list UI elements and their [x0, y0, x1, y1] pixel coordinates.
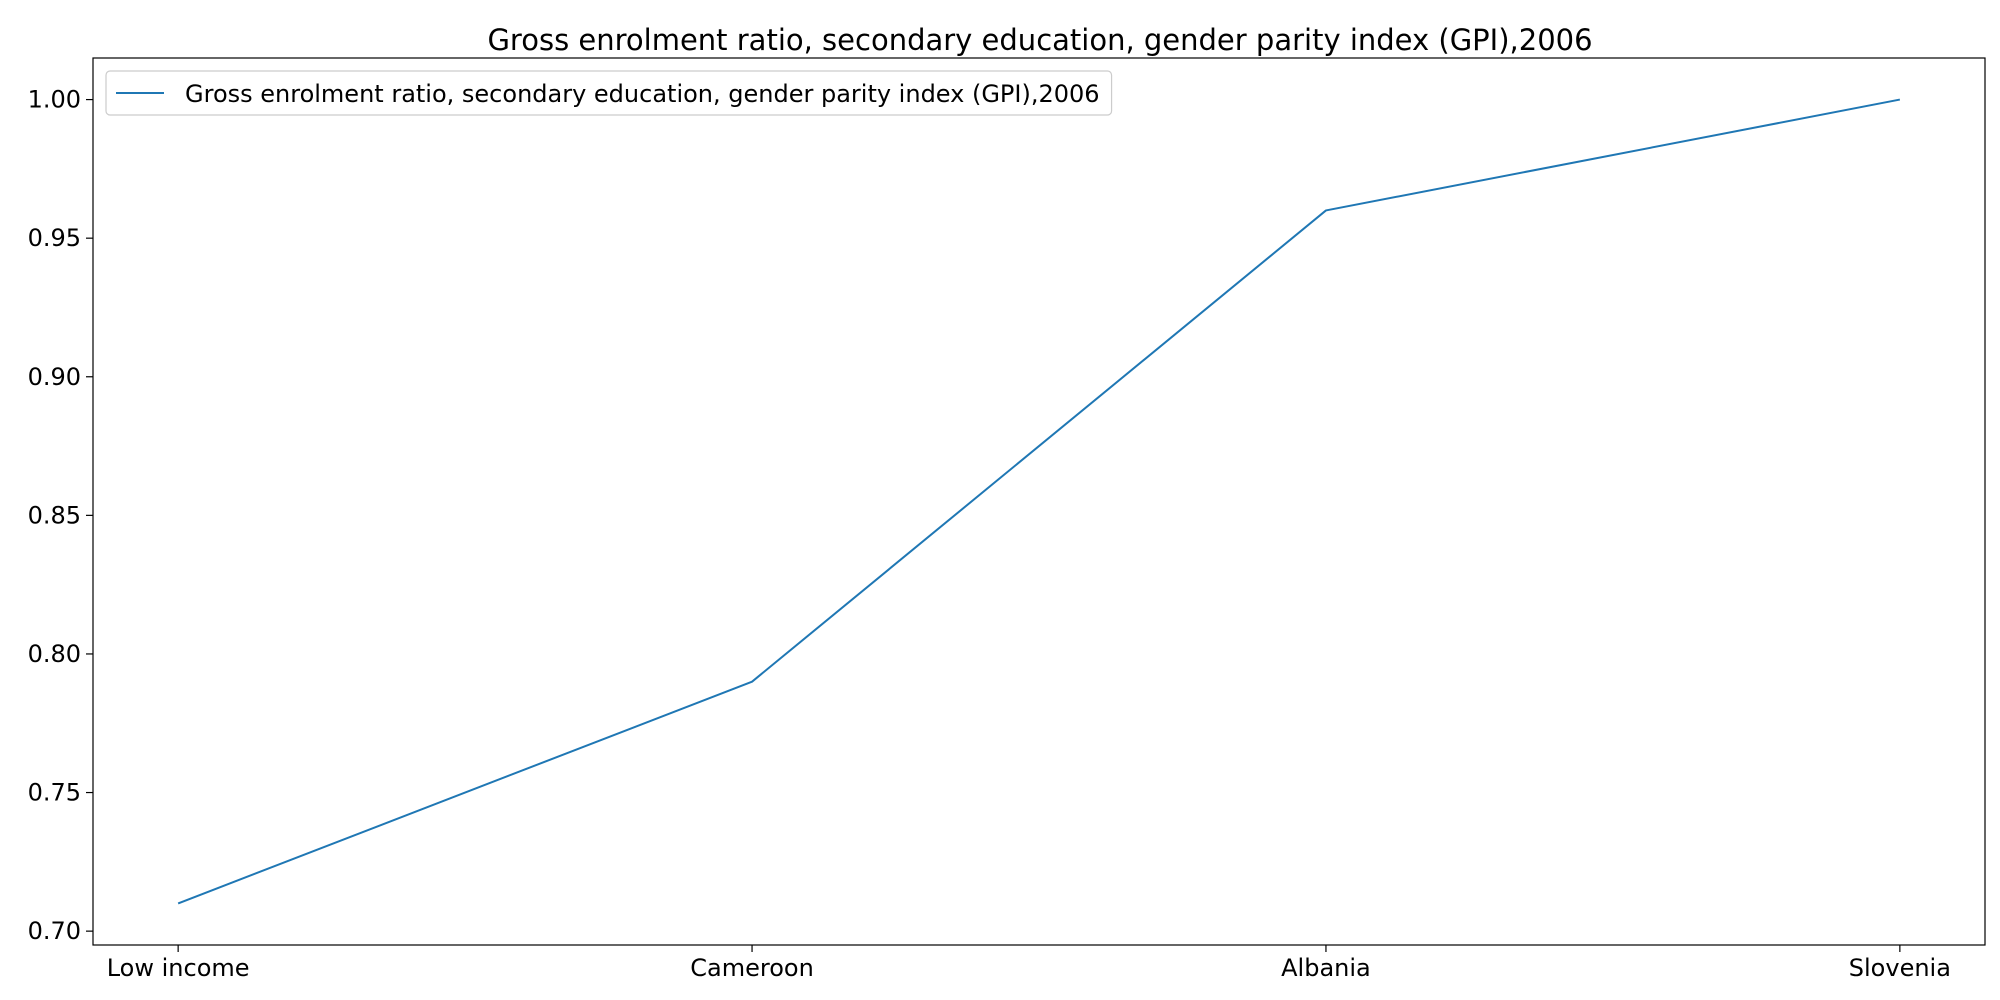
- plot-area: [92, 57, 1986, 946]
- y-tick-label: 0.80: [28, 640, 81, 668]
- x-tick-label: Cameroon: [690, 954, 814, 982]
- legend-label: Gross enrolment ratio, secondary educati…: [185, 80, 1100, 108]
- series-line: [177, 98, 1901, 905]
- y-tick-label: 0.90: [28, 363, 81, 391]
- legend: Gross enrolment ratio, secondary educati…: [105, 70, 1113, 116]
- x-axis: Low income Cameroon Albania Slovenia: [107, 945, 1951, 982]
- chart-title: Gross enrolment ratio, secondary educati…: [487, 23, 1592, 57]
- x-tick-label: Low income: [107, 954, 250, 982]
- y-tick-label: 1.00: [28, 86, 81, 114]
- x-tick-label: Albania: [1281, 954, 1371, 982]
- y-tick-label: 0.95: [28, 224, 81, 252]
- legend-box: [105, 70, 1113, 116]
- y-tick-label: 0.70: [28, 917, 81, 945]
- y-tick-label: 0.75: [28, 779, 81, 807]
- y-axis: 0.70 0.75 0.80 0.85 0.90 0.95 1.00: [28, 86, 93, 945]
- series-lines: [177, 98, 1901, 905]
- x-tick-label: Slovenia: [1849, 954, 1951, 982]
- y-tick-label: 0.85: [28, 501, 81, 529]
